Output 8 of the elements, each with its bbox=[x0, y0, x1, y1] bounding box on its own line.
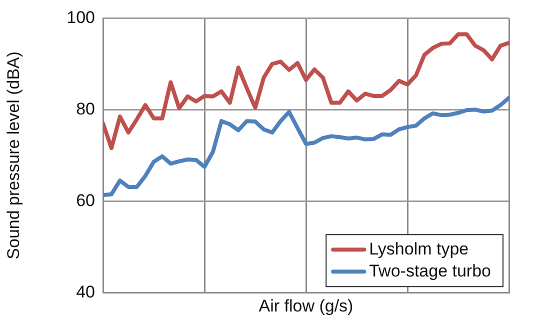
y-axis-title: Sound pressure level (dBA) bbox=[4, 51, 23, 260]
x-axis-title: Air flow (g/s) bbox=[258, 296, 354, 316]
y-tick-label: 100 bbox=[66, 8, 95, 27]
legend-label: Lysholm type bbox=[369, 239, 469, 258]
y-tick-label: 40 bbox=[76, 282, 95, 302]
y-tick-label: 80 bbox=[76, 99, 95, 118]
y-tick-label: 60 bbox=[76, 190, 95, 210]
legend-label: Two-stage turbo bbox=[369, 261, 492, 280]
